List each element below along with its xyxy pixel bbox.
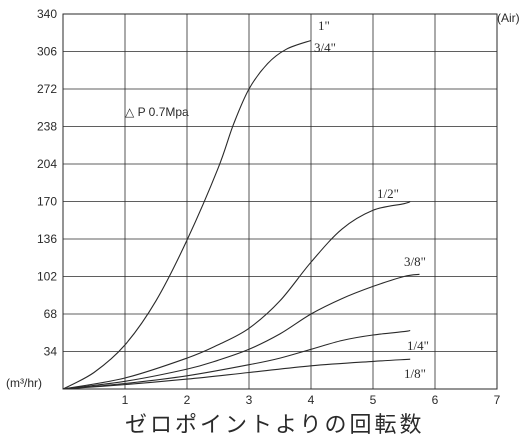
x-tick-label: 1 — [122, 393, 129, 407]
y-axis-unit-label: (m³/hr) — [6, 376, 42, 390]
x-tick-label: 3 — [246, 393, 253, 407]
series-line-2 — [62, 273, 420, 390]
series-line-4 — [62, 358, 411, 390]
y-tick-label: 306 — [37, 45, 57, 59]
y-tick-label: 272 — [37, 82, 57, 96]
y-tick-label: 340 — [37, 7, 57, 21]
x-tick-label: 6 — [432, 393, 439, 407]
series-line-1 — [62, 200, 411, 390]
series-label-3-4in: 3/4" — [314, 40, 336, 55]
series-label-1-4in: 1/4" — [407, 338, 429, 353]
y-tick-label: 170 — [37, 195, 57, 209]
series-label-1-8in: 1/8" — [404, 366, 426, 381]
y-tick-label: 102 — [37, 270, 57, 284]
series-label-3-8in: 3/8" — [404, 254, 426, 269]
y-tick-label: 34 — [44, 345, 58, 359]
x-axis-title: ゼロポイントよりの回転数 — [125, 413, 425, 434]
grid — [62, 13, 498, 390]
pressure-annotation: △ P 0.7Mpa — [125, 105, 189, 119]
x-tick-label: 7 — [494, 393, 501, 407]
x-tick-label: 2 — [184, 393, 191, 407]
series-line-3 — [62, 329, 411, 390]
x-tick-label: 5 — [370, 393, 377, 407]
series-curves — [62, 39, 420, 390]
y-tick-label: 68 — [44, 307, 58, 321]
x-tick-label: 4 — [308, 393, 315, 407]
air-unit-label: (Air) — [497, 11, 520, 25]
series-labels: 1" 3/4" 1/2" 3/8" 1/4" 1/8" — [314, 18, 429, 381]
y-tick-label: 204 — [37, 157, 57, 171]
series-label-1in: 1" — [318, 18, 330, 33]
y-tick-label: 136 — [37, 232, 57, 246]
y-tick-label: 238 — [37, 120, 57, 134]
series-label-1-2in: 1/2" — [377, 186, 399, 201]
series-line-0 — [62, 39, 312, 390]
